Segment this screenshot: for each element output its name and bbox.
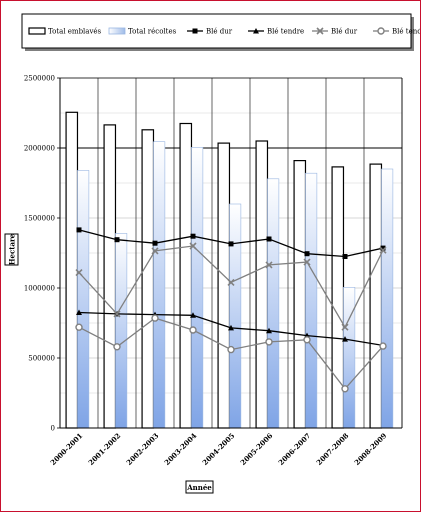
data-point xyxy=(189,326,197,334)
data-point xyxy=(379,246,387,254)
data-point xyxy=(152,240,158,246)
data-point xyxy=(113,310,121,318)
legend-item: Total récoltes xyxy=(108,27,177,36)
x-tick-label: 2002-2003 xyxy=(124,431,160,467)
x-tick-label: 2006-2007 xyxy=(276,431,312,467)
data-point xyxy=(228,324,234,331)
bar-total-recoltes xyxy=(267,178,280,429)
data-point xyxy=(303,336,311,344)
legend-swatch xyxy=(108,27,126,35)
plot-area: 0 500000 1000000 1500000 2000000 2500000 2000… xyxy=(24,75,403,467)
legend-item: Blé dur xyxy=(187,28,233,36)
bar-total-emblaves xyxy=(141,129,155,429)
data-point xyxy=(342,336,348,342)
x-axis-title-box xyxy=(185,480,214,494)
data-point xyxy=(75,269,83,277)
data-point xyxy=(266,327,272,334)
bar-total-recoltes xyxy=(343,286,356,429)
legend-item: Blé tendre xyxy=(373,27,420,36)
data-point xyxy=(266,236,272,242)
data-point xyxy=(379,342,387,350)
bar-total-recoltes xyxy=(191,147,204,429)
x-axis-label: Année xyxy=(186,483,212,492)
y-tick-label: 0 xyxy=(51,425,55,433)
legend-item: Total emblavés xyxy=(28,27,102,36)
x-tick-label: 2003-2004 xyxy=(162,431,198,467)
x-tick-label: 2004-2005 xyxy=(200,431,236,467)
data-point xyxy=(304,251,310,257)
data-point xyxy=(76,309,82,315)
series-ble-tendre-2 xyxy=(75,314,387,393)
y-axis-title-box xyxy=(4,233,19,266)
data-point xyxy=(151,247,159,255)
legend-marker xyxy=(316,27,324,35)
series-ble-dur-2 xyxy=(75,242,387,331)
bar-total-emblaves xyxy=(255,140,269,429)
data-point xyxy=(265,338,273,346)
data-point xyxy=(190,312,196,318)
bar-total-recoltes xyxy=(305,172,318,429)
legend-label: Blé dur xyxy=(206,28,233,36)
data-point xyxy=(76,227,82,233)
data-point xyxy=(75,323,83,331)
y-tick-label: 2000000 xyxy=(24,145,55,153)
legend-label: Blé tendre xyxy=(267,28,304,36)
data-point xyxy=(341,385,349,393)
bar-total-emblaves xyxy=(103,124,117,429)
data-point xyxy=(151,314,159,322)
bar-total-emblaves xyxy=(369,163,383,429)
x-tick-label: 2001-2002 xyxy=(86,431,122,467)
legend-item: Blé tendre xyxy=(248,28,304,36)
x-tick-label: 2005-2006 xyxy=(238,431,274,467)
y-tick-label: 1000000 xyxy=(24,285,55,293)
bar-total-emblaves xyxy=(179,122,193,429)
data-point xyxy=(341,323,349,331)
data-point xyxy=(227,345,235,354)
legend-marker xyxy=(377,27,385,35)
data-point xyxy=(380,245,386,251)
data-point xyxy=(342,254,348,259)
x-tick-label: 2008-2009 xyxy=(352,431,388,467)
y-tick-label: 2500000 xyxy=(24,75,55,83)
bar-total-recoltes xyxy=(381,168,394,429)
y-tick-label: 500000 xyxy=(28,355,55,363)
data-point xyxy=(228,241,234,247)
legend-label: Blé dur xyxy=(331,28,358,36)
data-point xyxy=(265,261,273,269)
legend-item: Blé dur xyxy=(312,27,358,36)
y-axis-title: Hectare xyxy=(4,233,19,266)
legend-marker xyxy=(192,28,198,34)
bar-total-recoltes xyxy=(153,141,166,429)
legend-label: Total récoltes xyxy=(128,28,177,36)
data-point xyxy=(190,233,196,239)
y-axis-label: Hectare xyxy=(8,233,17,265)
data-point xyxy=(114,237,120,243)
bar-total-emblaves xyxy=(293,160,307,429)
bar-total-emblaves xyxy=(217,142,231,429)
bar-total-recoltes xyxy=(77,170,90,429)
x-axis-title: Année xyxy=(185,480,214,494)
data-point xyxy=(227,278,235,286)
legend: Total emblavés Total récoltes Blé dur Blé t… xyxy=(21,13,420,51)
bar-total-recoltes xyxy=(115,233,128,429)
x-tick-label: 2007-2008 xyxy=(314,431,350,467)
legend-label: Total emblavés xyxy=(48,28,102,36)
legend-label: Blé tendre xyxy=(392,28,420,36)
legend-box xyxy=(21,13,412,49)
data-point xyxy=(189,242,197,250)
bar-total-recoltes xyxy=(229,203,242,429)
data-point xyxy=(303,258,311,266)
y-tick-label: 1500000 xyxy=(24,215,55,223)
series-ble-dur-1 xyxy=(76,227,386,259)
data-point xyxy=(113,343,121,351)
legend-swatch xyxy=(28,27,46,35)
x-tick-label: 2000-2001 xyxy=(48,431,84,467)
legend-marker xyxy=(253,28,259,34)
